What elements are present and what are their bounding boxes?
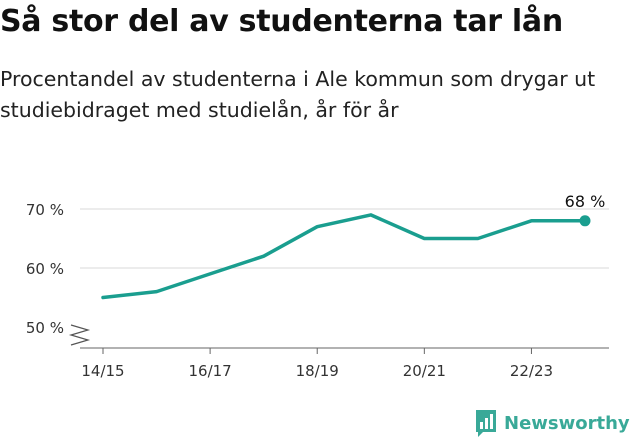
x-tick-label: 20/21 <box>403 362 446 380</box>
axis-break-mark <box>68 324 91 346</box>
newsworthy-logo: Newsworthy <box>474 407 630 439</box>
newsworthy-wordmark: Newsworthy <box>504 412 630 434</box>
y-axis-ticks: 50 % 60 % 70 % <box>26 201 64 337</box>
subtitle-line-1: Procentandel av studenterna i Ale kommun… <box>0 67 596 91</box>
last-value-label: 68 % <box>565 192 606 211</box>
newsworthy-icon <box>476 410 496 437</box>
series-group <box>101 213 591 300</box>
y-tick-label: 60 % <box>26 260 64 278</box>
subtitle-line-2: studiebidraget med studielån, år för år <box>0 98 399 122</box>
y-tick-label: 70 % <box>26 201 64 219</box>
x-tick-label: 18/19 <box>296 362 339 380</box>
y-tick-label: 50 % <box>26 319 64 337</box>
chart-subtitle: Procentandel av studenterna i Ale kommun… <box>0 64 631 126</box>
grid-lines <box>80 208 609 269</box>
x-tick-label: 16/17 <box>188 362 231 380</box>
data-labels: 68 % <box>565 192 606 211</box>
x-tick-label: 14/15 <box>81 362 124 380</box>
x-axis: 14/15 16/17 18/19 20/21 22/23 <box>68 324 609 380</box>
chart-title: Så stor del av studenterna tar lån <box>0 4 563 39</box>
last-point-marker <box>579 215 591 227</box>
x-tick-label: 22/23 <box>510 362 553 380</box>
series-line-0 <box>101 213 587 300</box>
